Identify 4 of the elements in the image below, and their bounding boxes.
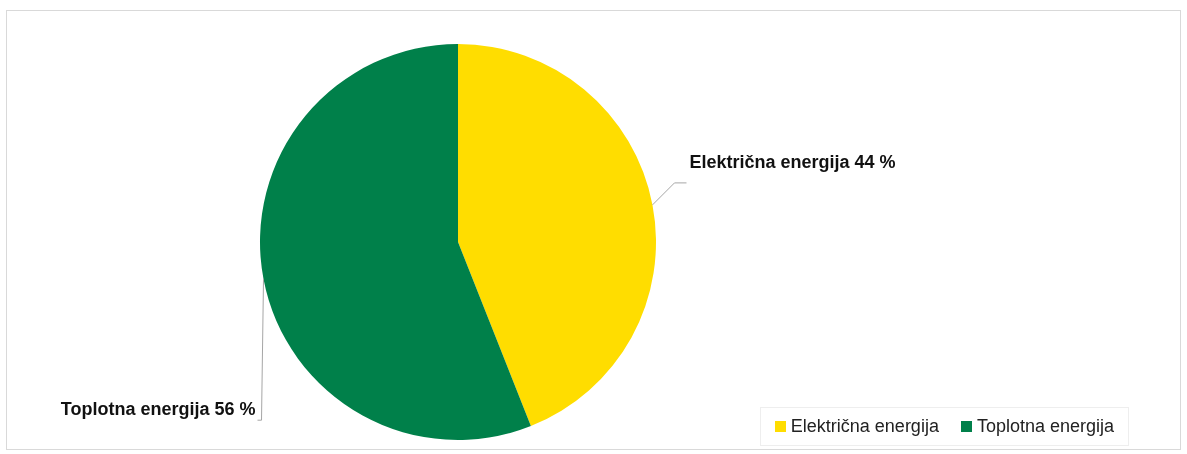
legend-label: Toplotna energija — [975, 416, 1114, 437]
category-label: Toplotna energija 56 % — [60, 399, 256, 420]
category-label: Električna energija 44 % — [689, 151, 896, 172]
legend-label: Električna energija — [789, 416, 939, 437]
